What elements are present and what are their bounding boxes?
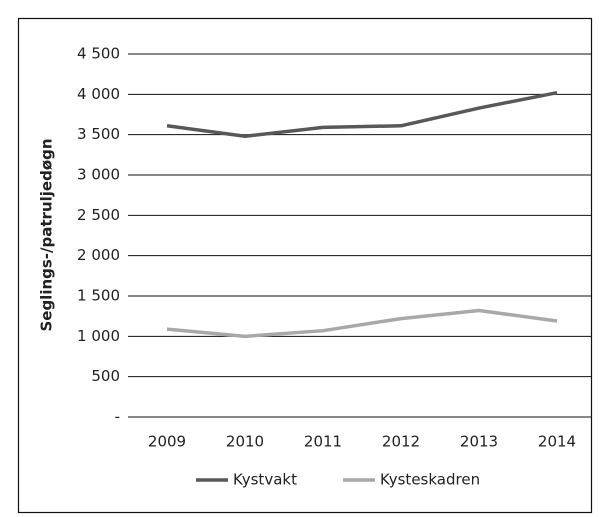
x-tick-label: 2010 bbox=[226, 433, 264, 451]
legend-label: Kystvakt bbox=[233, 471, 297, 489]
y-tick-label: 1 000 bbox=[77, 327, 120, 345]
x-tick-label: 2011 bbox=[304, 433, 342, 451]
y-tick-label: 3 000 bbox=[77, 166, 120, 184]
y-tick-label: 4 500 bbox=[77, 45, 120, 63]
x-tick-label: 2009 bbox=[148, 433, 186, 451]
y-tick-label: 2 000 bbox=[77, 246, 120, 264]
x-tick-label: 2014 bbox=[538, 433, 576, 451]
y-axis-label: Seglings-/patruljedøgn bbox=[38, 138, 56, 331]
y-tick-label: 2 500 bbox=[77, 206, 120, 224]
series-line bbox=[166, 91, 558, 139]
x-tick-label: 2012 bbox=[382, 433, 420, 451]
y-tick-label: - bbox=[115, 408, 120, 426]
series-line bbox=[166, 308, 558, 339]
y-tick-label: 500 bbox=[91, 367, 120, 385]
frame bbox=[17, 17, 593, 514]
y-tick-label: 4 000 bbox=[77, 85, 120, 103]
y-tick-label: 1 500 bbox=[77, 287, 120, 305]
x-tick-label: 2013 bbox=[460, 433, 498, 451]
legend-label: Kysteskadren bbox=[380, 471, 480, 489]
y-tick-label: 3 500 bbox=[77, 125, 120, 143]
